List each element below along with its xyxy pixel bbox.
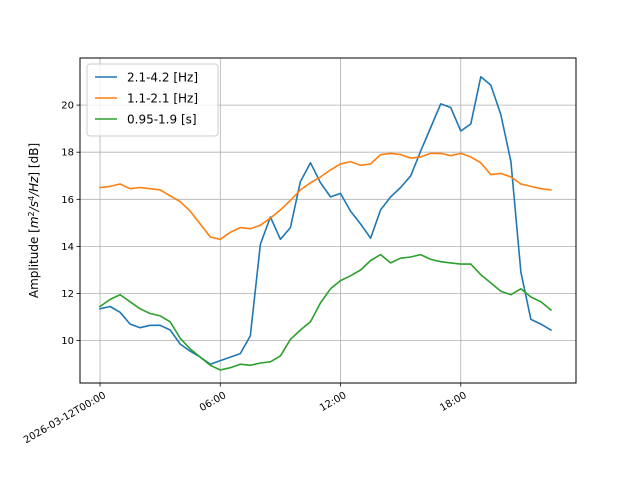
- legend-entry: 2.1-4.2 [Hz]: [127, 71, 198, 85]
- series-line: [99, 76, 552, 366]
- y-tick-label: 10: [61, 336, 74, 347]
- y-tick-label: 16: [61, 195, 74, 206]
- legend-box: [86, 63, 219, 137]
- y-tick-label: 20: [61, 101, 74, 112]
- series-line: [99, 152, 552, 241]
- legend-entry: 0.95-1.9 [s]: [127, 113, 197, 127]
- legend: 2.1-4.2 [Hz] 1.1-2.1 [Hz] 0.95-1.9 [s]: [86, 63, 219, 137]
- series-line: [98, 253, 553, 371]
- axes-frame: [79, 57, 577, 384]
- plot-lines: [98, 76, 553, 371]
- y-tick-label: 12: [61, 289, 74, 300]
- y-tick-label: 18: [61, 148, 74, 159]
- y-axis-label: Amplitude [m2/s4/Hz] [dB]: [27, 143, 42, 298]
- y-tick-label: 14: [61, 242, 74, 253]
- y-axis: 10 12 14 16 18 20: [61, 101, 80, 347]
- legend-entry: 1.1-2.1 [Hz]: [127, 92, 198, 106]
